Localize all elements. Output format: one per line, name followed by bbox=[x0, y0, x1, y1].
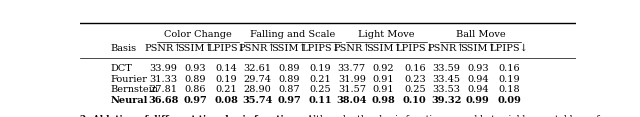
Text: 38.04: 38.04 bbox=[337, 96, 367, 105]
Text: 0.86: 0.86 bbox=[184, 85, 206, 94]
Text: 31.33: 31.33 bbox=[149, 75, 177, 84]
Text: 33.59: 33.59 bbox=[432, 64, 460, 73]
Text: LPIPS↓: LPIPS↓ bbox=[207, 44, 246, 53]
Text: 33.53: 33.53 bbox=[432, 85, 460, 94]
Text: 0.91: 0.91 bbox=[372, 85, 394, 94]
Text: 0.97: 0.97 bbox=[183, 96, 207, 105]
Text: PSNR↑: PSNR↑ bbox=[239, 44, 276, 53]
Text: 27.81: 27.81 bbox=[149, 85, 177, 94]
Text: 33.77: 33.77 bbox=[338, 64, 366, 73]
Text: 31.57: 31.57 bbox=[338, 85, 366, 94]
Text: 0.93: 0.93 bbox=[467, 64, 488, 73]
Text: Ball Move: Ball Move bbox=[456, 30, 506, 39]
Text: 0.94: 0.94 bbox=[467, 75, 488, 84]
Text: 0.98: 0.98 bbox=[372, 96, 396, 105]
Text: 0.21: 0.21 bbox=[216, 85, 237, 94]
Text: 0.09: 0.09 bbox=[497, 96, 521, 105]
Text: PSNR↑: PSNR↑ bbox=[333, 44, 371, 53]
Text: 39.32: 39.32 bbox=[431, 96, 461, 105]
Text: SSIM↑: SSIM↑ bbox=[271, 44, 307, 53]
Text: Falling and Scale: Falling and Scale bbox=[250, 30, 335, 39]
Text: 0.16: 0.16 bbox=[498, 64, 520, 73]
Text: Although other basis functions are able to yield acceptable performances,: Although other basis functions are able … bbox=[305, 115, 640, 117]
Text: 28.90: 28.90 bbox=[244, 85, 271, 94]
Text: 0.14: 0.14 bbox=[216, 64, 237, 73]
Text: 0.91: 0.91 bbox=[372, 75, 394, 84]
Text: 0.99: 0.99 bbox=[466, 96, 490, 105]
Text: Neural: Neural bbox=[111, 96, 148, 105]
Text: 33.45: 33.45 bbox=[432, 75, 460, 84]
Text: DCT: DCT bbox=[111, 64, 132, 73]
Text: 0.89: 0.89 bbox=[278, 75, 300, 84]
Text: 0.18: 0.18 bbox=[498, 85, 520, 94]
Text: 0.08: 0.08 bbox=[214, 96, 238, 105]
Text: 0.21: 0.21 bbox=[310, 75, 332, 84]
Text: 0.25: 0.25 bbox=[310, 85, 332, 94]
Text: LPIPS↓: LPIPS↓ bbox=[490, 44, 529, 53]
Text: 0.89: 0.89 bbox=[278, 64, 300, 73]
Text: SSIM↑: SSIM↑ bbox=[460, 44, 495, 53]
Text: 35.74: 35.74 bbox=[243, 96, 273, 105]
Text: 36.68: 36.68 bbox=[148, 96, 179, 105]
Text: 31.99: 31.99 bbox=[338, 75, 365, 84]
Text: 0.87: 0.87 bbox=[278, 85, 300, 94]
Text: 33.99: 33.99 bbox=[149, 64, 177, 73]
Text: PSNR↑: PSNR↑ bbox=[428, 44, 465, 53]
Text: Bernstein: Bernstein bbox=[111, 85, 159, 94]
Text: Basis: Basis bbox=[111, 44, 137, 53]
Text: PSNR↑: PSNR↑ bbox=[145, 44, 182, 53]
Text: 0.10: 0.10 bbox=[403, 96, 427, 105]
Text: LPIPS↓: LPIPS↓ bbox=[301, 44, 340, 53]
Text: 0.89: 0.89 bbox=[184, 75, 206, 84]
Text: Light Move: Light Move bbox=[358, 30, 415, 39]
Text: LPIPS↓: LPIPS↓ bbox=[396, 44, 434, 53]
Text: 0.25: 0.25 bbox=[404, 85, 426, 94]
Text: 29.74: 29.74 bbox=[244, 75, 271, 84]
Text: 0.19: 0.19 bbox=[498, 75, 520, 84]
Text: 0.11: 0.11 bbox=[309, 96, 332, 105]
Text: 32.61: 32.61 bbox=[244, 64, 271, 73]
Text: 0.93: 0.93 bbox=[184, 64, 206, 73]
Text: 0.97: 0.97 bbox=[277, 96, 301, 105]
Text: 0.23: 0.23 bbox=[404, 75, 426, 84]
Text: 0.16: 0.16 bbox=[404, 64, 426, 73]
Text: SSIM↑: SSIM↑ bbox=[365, 44, 401, 53]
Text: Color Change: Color Change bbox=[164, 30, 232, 39]
Text: 0.19: 0.19 bbox=[310, 64, 332, 73]
Text: SSIM↑: SSIM↑ bbox=[177, 44, 213, 53]
Text: 0.92: 0.92 bbox=[372, 64, 394, 73]
Text: 2: Ablation of different time-basis functions.: 2: Ablation of different time-basis func… bbox=[80, 115, 305, 117]
Text: 0.94: 0.94 bbox=[467, 85, 488, 94]
Text: Fourier: Fourier bbox=[111, 75, 148, 84]
Text: 0.19: 0.19 bbox=[216, 75, 237, 84]
